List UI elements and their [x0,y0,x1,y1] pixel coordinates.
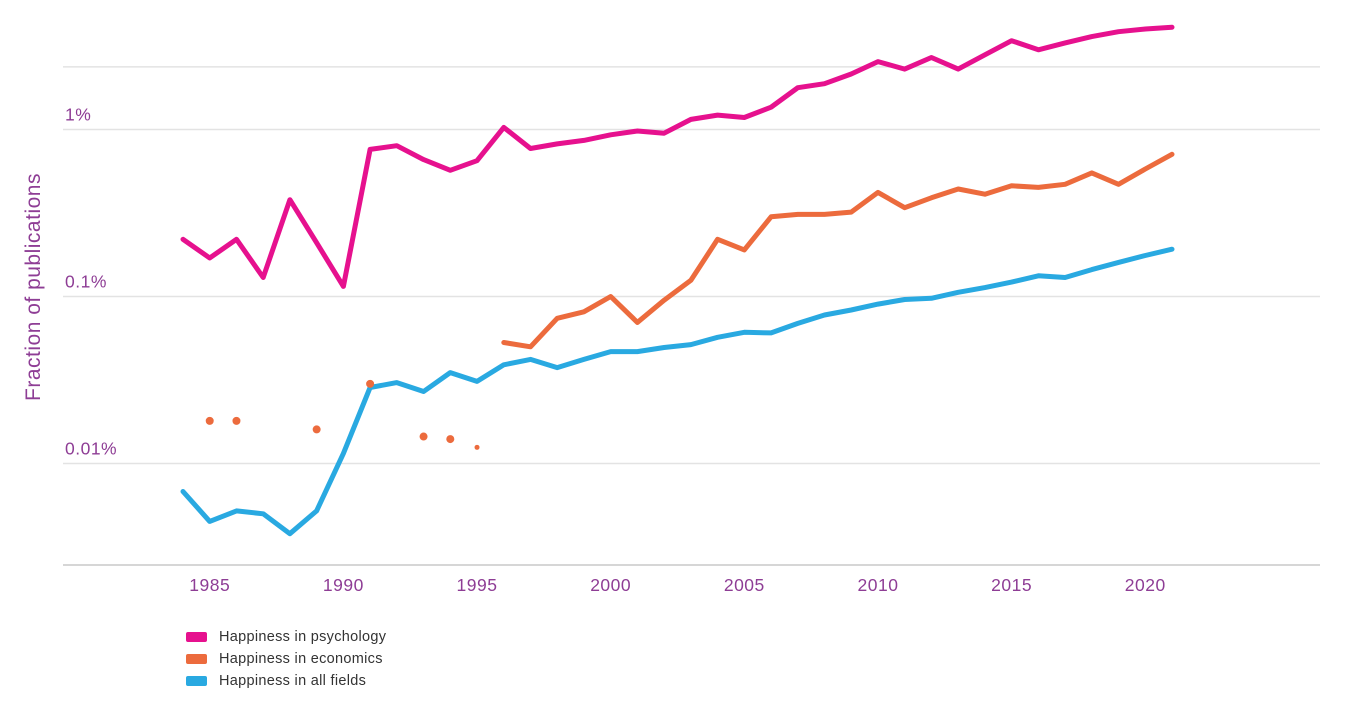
x-tick-label-2020: 2020 [1125,575,1166,595]
data-point-dot-happiness-in-economics-1985 [205,416,214,425]
x-tick-label-1985: 1985 [189,575,230,595]
legend: Happiness in psychology Happiness in eco… [186,626,386,692]
x-tick-label-2000: 2000 [590,575,631,595]
legend-item-all-fields: Happiness in all fields [186,670,386,692]
x-tick-label-2010: 2010 [858,575,899,595]
series-line-happiness-in-psychology [180,24,1175,289]
data-point-dot-happiness-in-economics-1989 [312,425,321,434]
x-tick-label-2015: 2015 [991,575,1032,595]
data-point-dot-happiness-in-economics-1995 [474,444,480,450]
y-tick-label-1%: 1% [65,105,91,125]
legend-item-psychology: Happiness in psychology [186,626,386,648]
y-tick-label-0.01%: 0.01% [65,439,117,459]
series-line-happiness-in-all-fields [180,246,1175,537]
legend-swatch-psychology-icon [186,632,207,642]
legend-swatch-all-fields-icon [186,676,207,686]
legend-label-economics: Happiness in economics [219,651,383,667]
legend-label-all-fields: Happiness in all fields [219,673,367,689]
y-axis-title: Fraction of publications [22,173,45,401]
x-tick-label-1990: 1990 [323,575,364,595]
data-point-dot-happiness-in-economics-1991 [366,379,375,388]
x-tick-label-2005: 2005 [724,575,765,595]
legend-swatch-economics-icon [186,654,207,664]
x-tick-label-1995: 1995 [457,575,498,595]
y-tick-label-0.1%: 0.1% [65,272,107,292]
data-point-dot-happiness-in-economics-1994 [446,435,455,444]
data-point-dot-happiness-in-economics-1986 [232,416,241,425]
legend-label-psychology: Happiness in psychology [219,629,387,645]
data-point-dot-happiness-in-economics-1993 [419,432,428,441]
legend-item-economics: Happiness in economics [186,648,386,670]
series-line-happiness-in-economics [501,151,1175,350]
